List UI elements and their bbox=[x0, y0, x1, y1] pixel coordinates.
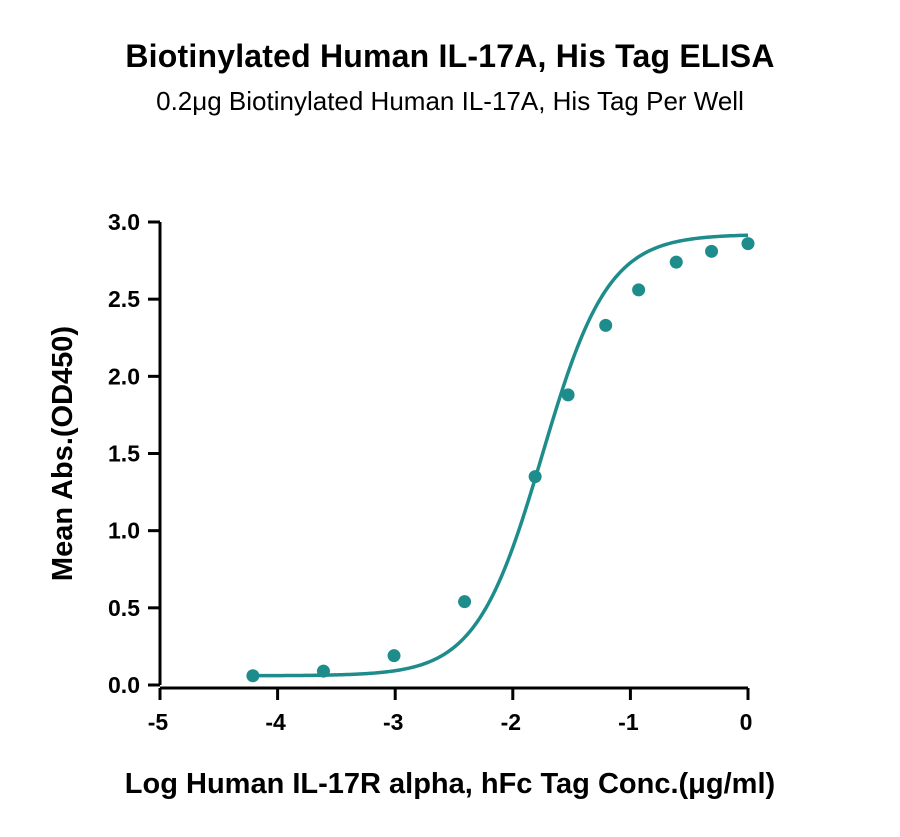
data-point bbox=[458, 595, 472, 609]
data-point bbox=[632, 283, 646, 297]
data-point bbox=[316, 664, 330, 678]
data-point bbox=[705, 244, 719, 258]
x-tick-label: -3 bbox=[383, 709, 403, 735]
y-tick-label: 1.5 bbox=[108, 441, 140, 467]
data-points-layer bbox=[246, 237, 755, 683]
chart-title: Biotinylated Human IL-17A, His Tag ELISA bbox=[125, 38, 775, 74]
x-tick-label: 0 bbox=[740, 709, 753, 735]
y-tick-label: 2.0 bbox=[108, 363, 140, 389]
data-point bbox=[528, 470, 542, 484]
fit-curve bbox=[252, 233, 749, 678]
axes: 0.0 0.5 1.0 1.5 2.0 2.5 3.0 -5 -4 -3 -2 -1 0 bbox=[108, 209, 752, 735]
data-point bbox=[669, 255, 683, 269]
fit-curve-layer bbox=[252, 233, 749, 678]
y-tick-label: 0.0 bbox=[108, 672, 140, 698]
y-tick-label: 0.5 bbox=[108, 595, 140, 621]
y-tick-label: 2.5 bbox=[108, 286, 140, 312]
x-tick-label: -2 bbox=[501, 709, 521, 735]
chart-subtitle: 0.2μg Biotinylated Human IL-17A, His Tag… bbox=[156, 86, 744, 116]
data-point bbox=[387, 649, 401, 663]
x-tick-label: -1 bbox=[618, 709, 639, 735]
y-tick-label: 3.0 bbox=[108, 209, 140, 235]
x-tick-label: -4 bbox=[265, 709, 286, 735]
data-point bbox=[599, 318, 613, 332]
x-axis-title: Log Human IL-17R alpha, hFc Tag Conc.(μg… bbox=[125, 768, 775, 800]
data-point bbox=[246, 669, 260, 683]
y-tick-label: 1.0 bbox=[108, 518, 140, 544]
x-tick-label: -5 bbox=[148, 709, 169, 735]
data-point bbox=[561, 388, 575, 402]
y-axis-title: Mean Abs.(OD450) bbox=[47, 326, 79, 581]
data-point bbox=[741, 237, 755, 251]
